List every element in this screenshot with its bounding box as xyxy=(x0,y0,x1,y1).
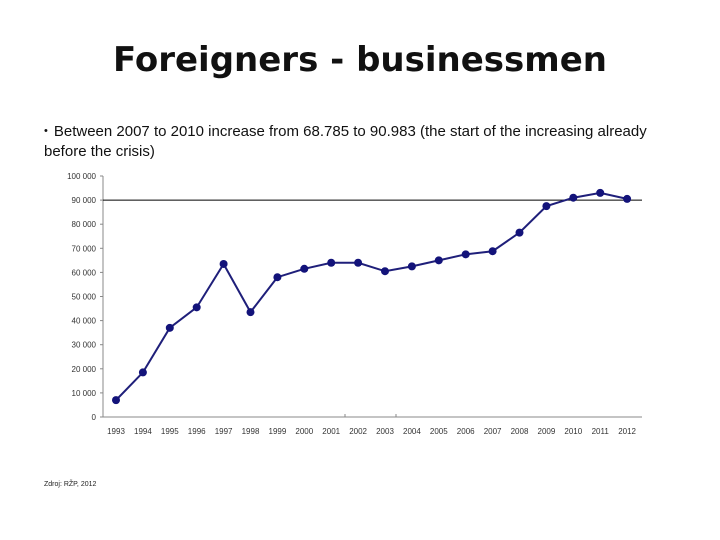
x-tick-label: 2006 xyxy=(457,427,475,436)
data-point xyxy=(327,258,336,267)
x-tick-label: 2010 xyxy=(564,427,582,436)
y-tick-label: 20 000 xyxy=(72,365,97,374)
bullet-content: Between 2007 to 2010 increase from 68.78… xyxy=(44,123,647,160)
y-tick-label: 100 000 xyxy=(67,172,96,181)
data-point xyxy=(569,193,578,202)
data-point xyxy=(165,323,174,332)
bullet-icon: • xyxy=(44,125,48,137)
data-point xyxy=(246,308,255,317)
data-point xyxy=(138,368,147,377)
data-point xyxy=(300,264,309,273)
data-point xyxy=(192,303,201,312)
slide-title: Foreigners - businessmen xyxy=(113,40,607,80)
bullet-text: • Between 2007 to 2010 increase from 68.7… xyxy=(44,121,674,162)
y-tick-label: 80 000 xyxy=(72,220,97,229)
x-tick-label: 1997 xyxy=(215,427,233,436)
y-tick-label: 60 000 xyxy=(72,268,97,277)
y-tick-label: 30 000 xyxy=(72,341,97,350)
data-point xyxy=(515,228,524,237)
data-point xyxy=(488,247,497,256)
x-tick-label: 1998 xyxy=(242,427,260,436)
x-tick-label: 2003 xyxy=(376,427,394,436)
x-tick-label: 2001 xyxy=(322,427,340,436)
data-point xyxy=(542,202,551,211)
y-tick-label: 50 000 xyxy=(72,293,97,302)
data-point xyxy=(596,188,605,197)
x-tick-label: 2007 xyxy=(484,427,502,436)
x-tick-label: 1999 xyxy=(269,427,287,436)
x-tick-label: 2011 xyxy=(592,427,610,436)
source-note: Zdroj: RŽP, 2012 xyxy=(44,481,97,488)
data-point xyxy=(273,273,282,282)
x-tick-label: 1995 xyxy=(161,427,179,436)
data-point xyxy=(434,256,443,265)
x-tick-label: 2009 xyxy=(538,427,556,436)
y-tick-label: 10 000 xyxy=(72,389,97,398)
x-tick-label: 1996 xyxy=(188,427,206,436)
y-tick-label: 0 xyxy=(92,413,97,422)
data-point xyxy=(381,267,389,276)
data-point xyxy=(219,259,228,268)
x-tick-label: 2012 xyxy=(618,427,636,436)
x-tick-label: 2004 xyxy=(403,427,421,436)
x-tick-label: 2002 xyxy=(349,427,367,436)
series-line xyxy=(115,191,628,401)
x-tick-label: 2008 xyxy=(511,427,529,436)
x-tick-label: 2000 xyxy=(295,427,313,436)
y-tick-label: 90 000 xyxy=(72,196,97,205)
x-tick-label: 1994 xyxy=(134,427,152,436)
data-point xyxy=(461,250,470,259)
data-point xyxy=(623,194,632,203)
y-tick-label: 40 000 xyxy=(72,317,97,326)
data-point xyxy=(112,396,120,405)
y-tick-label: 70 000 xyxy=(72,244,97,253)
data-point xyxy=(354,258,363,267)
x-tick-label: 1993 xyxy=(107,427,125,436)
x-tick-label: 2005 xyxy=(430,427,448,436)
data-point xyxy=(407,262,416,271)
